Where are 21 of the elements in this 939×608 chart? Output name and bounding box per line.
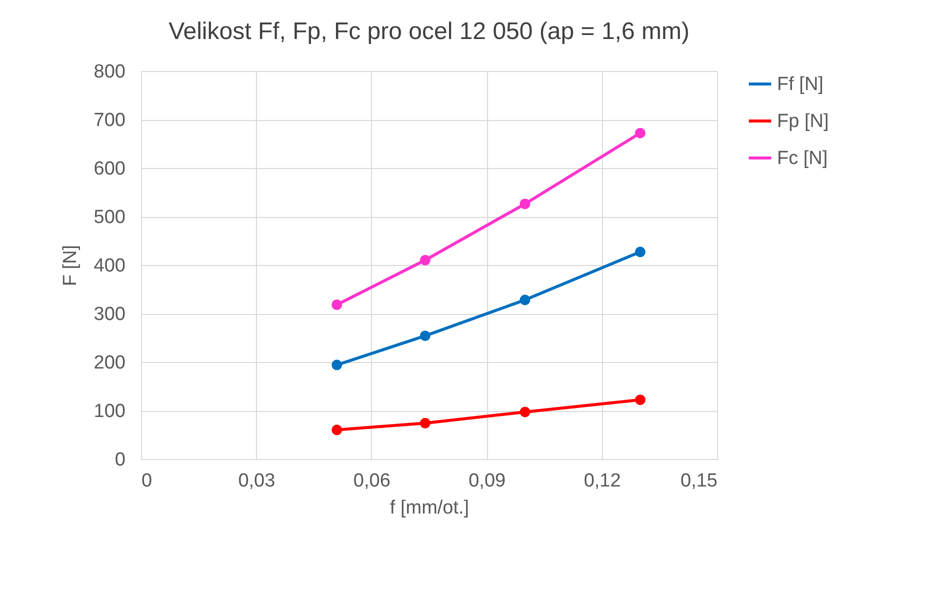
legend-label: Fc [N] (777, 148, 828, 169)
legend-label: Ff [N] (777, 74, 824, 95)
y-tick-label: 500 (94, 207, 126, 228)
y-tick-label: 600 (94, 158, 126, 180)
x-axis-title: f [mm/ot.] (390, 498, 470, 518)
x-tick-label: 0,15 (680, 470, 718, 492)
legend-label: Fp [N] (777, 111, 829, 132)
y-tick-label: 100 (94, 401, 126, 422)
x-tick-label: 0,03 (238, 470, 276, 492)
x-tick-label: 0,06 (353, 470, 390, 492)
y-tick-label: 0 (114, 450, 126, 470)
y-tick-label: 300 (94, 304, 126, 325)
x-tick-label: 0,09 (468, 470, 506, 492)
y-axis-title: F [N] (60, 244, 81, 286)
x-tick-label: 0 (142, 470, 152, 492)
y-tick-label: 400 (94, 256, 126, 276)
y-tick-label: 800 (94, 62, 126, 82)
y-tick-label: 700 (94, 110, 126, 131)
y-tick-label: 200 (94, 352, 126, 374)
chart-title: Velikost Ff, Fp, Fc pro ocel 12 050 (ap = 1,6 mm) (168, 18, 690, 45)
x-tick-label: 0,12 (584, 470, 621, 492)
